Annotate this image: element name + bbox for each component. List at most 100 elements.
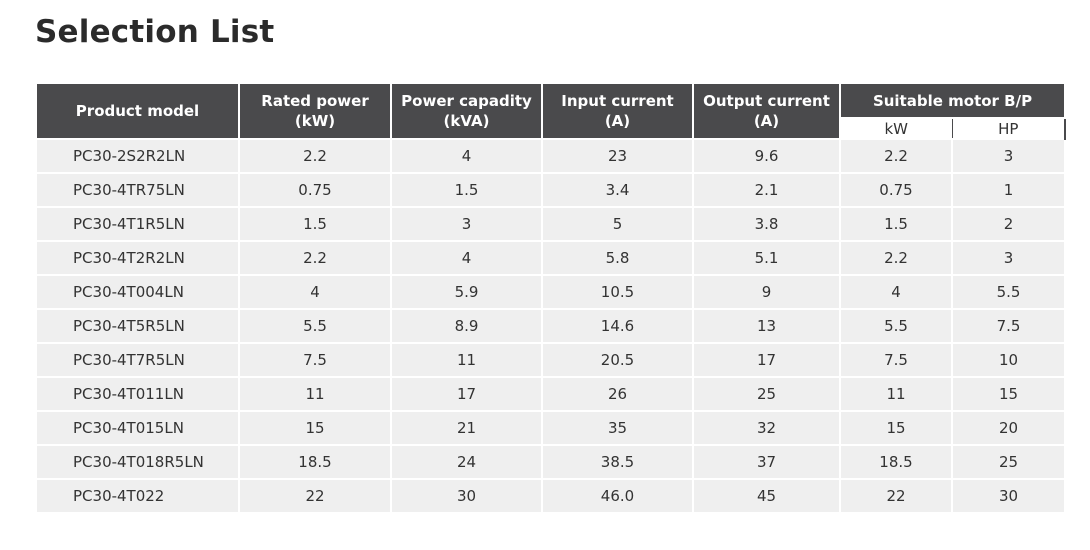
cell-rated-power: 2.2 — [238, 240, 392, 276]
cell-motor-kw: 22 — [839, 478, 953, 514]
cell-product-model: PC30-4T015LN — [35, 410, 240, 446]
cell-output-current: 13 — [692, 308, 841, 344]
header-suitable-motor-label: Suitable motor B/P — [872, 91, 1033, 110]
cell-power-capacity: 24 — [390, 444, 543, 480]
table-row: PC30-4T011LN 11 17 26 25 11 15 — [35, 376, 1067, 412]
header-input-current-label: Input current — [561, 92, 674, 110]
cell-rated-power: 18.5 — [238, 444, 392, 480]
cell-output-current: 45 — [692, 478, 841, 514]
cell-motor-kw: 2.2 — [839, 240, 953, 276]
cell-power-capacity: 17 — [390, 376, 543, 412]
cell-output-current: 2.1 — [692, 172, 841, 208]
cell-motor-kw: 5.5 — [839, 308, 953, 344]
header-input-current-unit: (A) — [604, 112, 631, 130]
cell-motor-hp: 3 — [950, 240, 1067, 276]
cell-motor-kw: 2.2 — [839, 138, 953, 174]
page-title: Selection List — [35, 14, 275, 50]
table-body: PC30-2S2R2LN 2.2 4 23 9.6 2.2 3 PC30-4TR75LN 0.7… — [35, 138, 1067, 514]
header-product-model: Product model — [35, 82, 240, 140]
cell-power-capacity: 1.5 — [390, 172, 543, 208]
cell-rated-power: 15 — [238, 410, 392, 446]
cell-product-model: PC30-4T018R5LN — [35, 444, 240, 480]
cell-product-model: PC30-4T2R2LN — [35, 240, 240, 276]
cell-power-capacity: 4 — [390, 240, 543, 276]
cell-motor-hp: 10 — [950, 342, 1067, 378]
header-power-capacity: Power capadity (kVA) — [390, 82, 543, 140]
table-row: PC30-4T5R5LN 5.5 8.9 14.6 13 5.5 7.5 — [35, 308, 1067, 344]
cell-output-current: 17 — [692, 342, 841, 378]
header-rated-power-unit: (kW) — [294, 112, 336, 130]
header-power-capacity-unit: (kVA) — [443, 112, 490, 130]
cell-motor-hp: 25 — [950, 444, 1067, 480]
cell-power-capacity: 8.9 — [390, 308, 543, 344]
cell-product-model: PC30-4T7R5LN — [35, 342, 240, 378]
header-input-current: Input current (A) — [541, 82, 694, 140]
cell-output-current: 32 — [692, 410, 841, 446]
cell-rated-power: 1.5 — [238, 206, 392, 242]
cell-power-capacity: 4 — [390, 138, 543, 174]
cell-rated-power: 7.5 — [238, 342, 392, 378]
header-output-current: Output current (A) — [692, 82, 841, 140]
cell-motor-kw: 11 — [839, 376, 953, 412]
table-row: PC30-4T018R5LN 18.5 24 38.5 37 18.5 25 — [35, 444, 1067, 480]
cell-rated-power: 4 — [238, 274, 392, 310]
header-row: Product model Rated power (kW) Power cap… — [35, 81, 1067, 140]
header-rated-power: Rated power (kW) — [238, 82, 392, 140]
cell-input-current: 23 — [541, 138, 694, 174]
cell-power-capacity: 3 — [390, 206, 543, 242]
cell-motor-kw: 7.5 — [839, 342, 953, 378]
header-power-capacity-label: Power capadity — [401, 92, 532, 110]
cell-input-current: 26 — [541, 376, 694, 412]
cell-rated-power: 5.5 — [238, 308, 392, 344]
header-rated-power-label: Rated power — [261, 92, 369, 110]
cell-output-current: 5.1 — [692, 240, 841, 276]
cell-input-current: 46.0 — [541, 478, 694, 514]
cell-input-current: 10.5 — [541, 274, 694, 310]
table-row: PC30-4T7R5LN 7.5 11 20.5 17 7.5 10 — [35, 342, 1067, 378]
cell-input-current: 3.4 — [541, 172, 694, 208]
selection-table: Product model Rated power (kW) Power cap… — [35, 81, 1067, 514]
cell-input-current: 5 — [541, 206, 694, 242]
header-product-model-label: Product model — [75, 102, 200, 120]
cell-output-current: 9.6 — [692, 138, 841, 174]
header-motor-hp: HP — [951, 118, 1067, 140]
cell-motor-kw: 0.75 — [839, 172, 953, 208]
cell-output-current: 25 — [692, 376, 841, 412]
cell-motor-hp: 7.5 — [950, 308, 1067, 344]
table-row: PC30-4T015LN 15 21 35 32 15 20 — [35, 410, 1067, 446]
cell-output-current: 3.8 — [692, 206, 841, 242]
cell-motor-hp: 5.5 — [950, 274, 1067, 310]
cell-motor-kw: 15 — [839, 410, 953, 446]
header-subrow: kW HP — [36, 118, 1067, 140]
table-row: PC30-4T004LN 4 5.9 10.5 9 4 5.5 — [35, 274, 1067, 310]
cell-motor-kw: 1.5 — [839, 206, 953, 242]
cell-input-current: 5.8 — [541, 240, 694, 276]
cell-motor-hp: 2 — [950, 206, 1067, 242]
cell-product-model: PC30-2S2R2LN — [35, 138, 240, 174]
cell-input-current: 38.5 — [541, 444, 694, 480]
table-header: Product model Rated power (kW) Power cap… — [35, 81, 1067, 140]
cell-rated-power: 11 — [238, 376, 392, 412]
cell-product-model: PC30-4TR75LN — [35, 172, 240, 208]
cell-motor-kw: 18.5 — [839, 444, 953, 480]
cell-input-current: 35 — [541, 410, 694, 446]
cell-power-capacity: 30 — [390, 478, 543, 514]
cell-motor-hp: 30 — [950, 478, 1067, 514]
cell-input-current: 20.5 — [541, 342, 694, 378]
table-row: PC30-4TR75LN 0.75 1.5 3.4 2.1 0.75 1 — [35, 172, 1067, 208]
cell-rated-power: 2.2 — [238, 138, 392, 174]
cell-product-model: PC30-4T011LN — [35, 376, 240, 412]
cell-power-capacity: 5.9 — [390, 274, 543, 310]
table-row: PC30-4T2R2LN 2.2 4 5.8 5.1 2.2 3 — [35, 240, 1067, 276]
cell-output-current: 37 — [692, 444, 841, 480]
table-row: PC30-4T1R5LN 1.5 3 5 3.8 1.5 2 — [35, 206, 1067, 242]
cell-product-model: PC30-4T5R5LN — [35, 308, 240, 344]
cell-output-current: 9 — [692, 274, 841, 310]
header-output-current-unit: (A) — [753, 112, 780, 130]
cell-product-model: PC30-4T022 — [35, 478, 240, 514]
cell-motor-hp: 20 — [950, 410, 1067, 446]
cell-motor-hp: 15 — [950, 376, 1067, 412]
header-suitable-motor: Suitable motor B/P — [838, 81, 1067, 120]
cell-motor-hp: 1 — [950, 172, 1067, 208]
cell-motor-hp: 3 — [950, 138, 1067, 174]
